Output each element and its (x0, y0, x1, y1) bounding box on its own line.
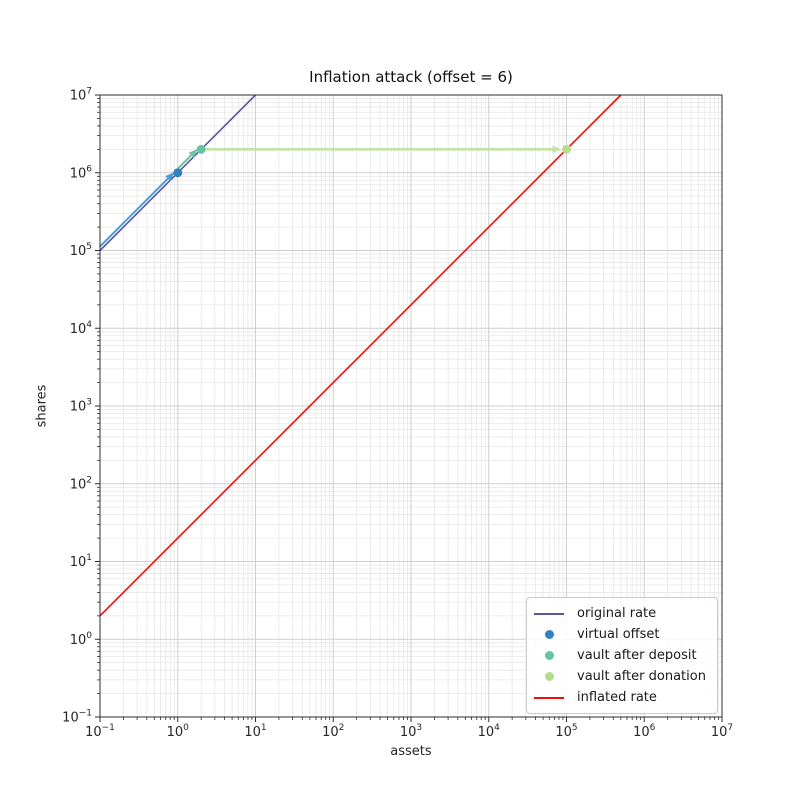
legend-label: vault after donation (577, 669, 706, 684)
chart-title: Inflation attack (offset = 6) (309, 68, 513, 86)
legend-line-icon (534, 612, 564, 615)
legend-label: inflated rate (577, 690, 657, 705)
legend: original rate virtual offset vault after d… (526, 597, 718, 714)
x-tick-label: 102 (322, 723, 344, 740)
axis-ticks (95, 94, 723, 722)
y-tick-labels: 10−1 100 101 102 103 104 105 106 107 (62, 87, 92, 726)
x-axis-label: assets (390, 744, 432, 759)
offset-arrow (99, 172, 175, 248)
deposit-arrow (177, 148, 198, 170)
x-tick-label: 101 (244, 723, 266, 740)
y-tick-label: 100 (70, 631, 93, 648)
legend-label: vault after deposit (577, 648, 697, 663)
x-tick-label: 100 (167, 723, 190, 740)
legend-dot-icon (534, 672, 564, 681)
legend-label: virtual offset (577, 627, 660, 642)
x-tick-labels: 10−1 100 101 102 103 104 105 106 107 (85, 723, 733, 740)
y-tick-label: 106 (70, 164, 93, 181)
x-tick-label: 105 (555, 723, 577, 740)
point-virtual-offset (173, 168, 183, 178)
y-tick-label: 105 (70, 242, 92, 259)
point-vault-after-donation (562, 144, 571, 154)
legend-item-vault-after-donation: vault after donation (534, 666, 711, 687)
y-tick-label: 104 (70, 320, 93, 337)
series-inflated-rate (99, 94, 622, 617)
legend-dot-icon (534, 630, 564, 639)
y-tick-label: 101 (70, 553, 92, 570)
legend-dot-icon (534, 651, 564, 660)
y-tick-label: 102 (70, 475, 92, 492)
x-tick-label: 103 (400, 723, 422, 740)
y-axis-label: shares (34, 384, 50, 428)
x-tick-label: 10−1 (85, 723, 115, 740)
legend-line-icon (534, 696, 564, 699)
legend-item-original-rate: original rate (534, 603, 711, 624)
legend-item-inflated-rate: inflated rate (534, 687, 711, 708)
y-tick-label: 107 (70, 87, 92, 104)
x-tick-label: 104 (478, 723, 501, 740)
legend-item-virtual-offset: virtual offset (534, 624, 711, 645)
donation-arrow (201, 145, 562, 153)
legend-label: original rate (577, 606, 657, 621)
x-tick-label: 107 (711, 723, 733, 740)
legend-item-vault-after-deposit: vault after deposit (534, 645, 711, 666)
x-tick-label: 106 (633, 723, 656, 740)
y-tick-label: 10−1 (62, 709, 92, 726)
y-tick-label: 103 (70, 398, 92, 415)
point-vault-after-deposit (196, 144, 206, 154)
